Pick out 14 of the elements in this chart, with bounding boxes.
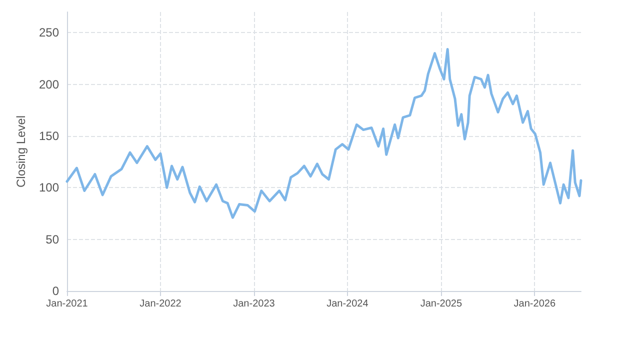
x-tick-label: Jan-2024 xyxy=(326,298,369,310)
y-tick-label: 250 xyxy=(38,26,60,40)
x-tick-label: Jan-2025 xyxy=(420,298,462,310)
y-tick-label: 150 xyxy=(38,129,60,143)
x-tick-label: Jan-2023 xyxy=(233,298,276,310)
y-tick-label: 0 xyxy=(52,284,60,298)
x-tick-label: Jan-2026 xyxy=(514,298,556,310)
y-tick-label: 200 xyxy=(38,77,60,92)
y-tick-label: 50 xyxy=(46,232,60,246)
y-axis-title: Closing Level xyxy=(14,115,28,188)
y-tick-label: 100 xyxy=(38,180,60,195)
line-series xyxy=(66,48,582,219)
x-tick-label: Jan-2021 xyxy=(46,298,88,310)
x-tick-label: Jan-2022 xyxy=(140,298,182,310)
